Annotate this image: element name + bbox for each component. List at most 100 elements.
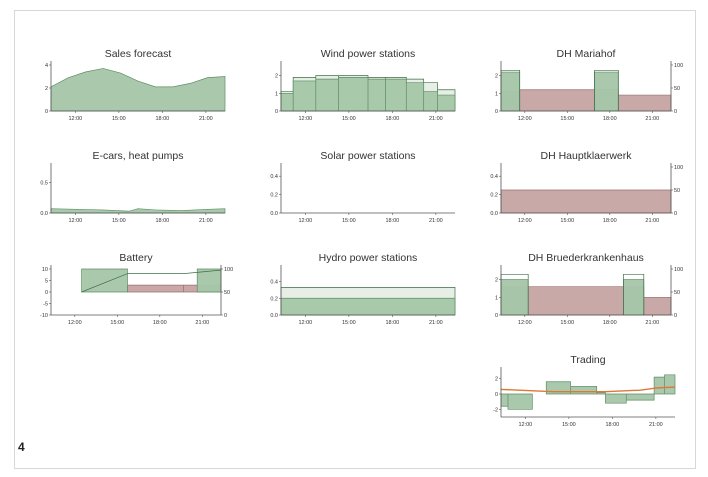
chart-solar-power: Solar power stations 0.0 0.2 0.4 12:00 15:00 1… — [259, 149, 469, 229]
series-1-orange — [500, 386, 676, 393]
x-tick-label: 18:00 — [155, 116, 169, 122]
x-tick-label: 21:00 — [429, 320, 443, 326]
y-tick-label: 0.2 — [270, 296, 278, 302]
chart-title: Wind power stations — [321, 48, 416, 60]
series-0-green — [50, 68, 226, 112]
plot-area — [50, 208, 226, 214]
chart-title: E-cars, heat pumps — [92, 150, 183, 162]
plot-area — [50, 68, 226, 112]
y2-tick-label: 50 — [674, 188, 680, 194]
y-tick-label: 2 — [495, 74, 498, 80]
series-0-red — [500, 189, 672, 214]
x-tick-label: 15:00 — [560, 320, 574, 326]
x-tick-label: 18:00 — [385, 320, 399, 326]
y-tick-label: -2 — [493, 407, 498, 413]
x-tick-label: 15:00 — [342, 320, 356, 326]
plot-area — [280, 287, 456, 316]
y2-tick-label: 100 — [674, 63, 683, 69]
x-tick-label: 15:00 — [110, 320, 124, 326]
y-tick-label: 0.4 — [270, 280, 278, 286]
chart-sales-forecast: Sales forecast 0 2 4 12:00 15:00 18:00 21:00 — [29, 47, 239, 127]
x-tick-label: 18:00 — [153, 320, 167, 326]
y-tick-label: 0.2 — [490, 193, 498, 199]
y2-tick-label: 100 — [674, 267, 683, 273]
plot-area — [500, 273, 672, 316]
x-tick-label: 21:00 — [195, 320, 209, 326]
y-tick-label: 0.0 — [270, 313, 278, 319]
series-1-green — [280, 297, 456, 316]
x-tick-label: 15:00 — [560, 116, 574, 122]
x-tick-label: 12:00 — [68, 116, 82, 122]
chart-title: Sales forecast — [105, 48, 172, 60]
plot-area — [500, 374, 676, 410]
series-1-green — [280, 77, 456, 112]
x-tick-label: 15:00 — [342, 218, 356, 224]
chart-title: Battery — [119, 252, 153, 264]
y-tick-label: 10 — [42, 267, 48, 273]
chart-title: Trading — [570, 354, 605, 366]
x-tick-label: 21:00 — [199, 218, 213, 224]
x-tick-label: 18:00 — [605, 422, 619, 428]
x-tick-label: 21:00 — [645, 116, 659, 122]
y-tick-label: 0.5 — [40, 180, 48, 186]
chart-title: DH Bruederkrankenhaus — [528, 252, 644, 264]
y2-tick-label: 0 — [224, 313, 227, 319]
y2-tick-label: 100 — [674, 165, 683, 171]
y-tick-label: 4 — [45, 63, 48, 69]
x-tick-label: 15:00 — [562, 422, 576, 428]
x-tick-label: 21:00 — [645, 218, 659, 224]
figure-number: 4 — [18, 440, 25, 454]
chart-title: DH Hauptklaerwerk — [540, 150, 632, 162]
y-tick-label: 1 — [275, 91, 278, 97]
y-tick-label: 0.4 — [490, 174, 498, 180]
chart-wind-power: Wind power stations 0 1 2 12:00 15:00 18:00 21:… — [259, 47, 469, 127]
x-tick-label: 12:00 — [518, 116, 532, 122]
x-tick-label: 12:00 — [298, 320, 312, 326]
y-tick-label: 0.4 — [270, 174, 278, 180]
x-tick-label: 18:00 — [385, 116, 399, 122]
x-tick-label: 12:00 — [298, 218, 312, 224]
plot-area — [500, 189, 672, 214]
x-tick-label: 15:00 — [342, 116, 356, 122]
y-tick-label: 0 — [45, 290, 48, 296]
y2-tick-label: 0 — [674, 109, 677, 115]
y-tick-label: -5 — [43, 302, 48, 308]
x-tick-label: 18:00 — [155, 218, 169, 224]
series-0-green — [50, 208, 226, 214]
y-tick-label: 0.2 — [270, 193, 278, 199]
y-tick-label: 0.0 — [270, 211, 278, 217]
y2-tick-label: 100 — [224, 267, 233, 273]
y-tick-label: 0.0 — [490, 211, 498, 217]
x-tick-label: 12:00 — [518, 422, 532, 428]
chart-title: Hydro power stations — [319, 252, 418, 264]
y-tick-label: 2 — [45, 86, 48, 92]
x-tick-label: 21:00 — [645, 320, 659, 326]
y2-tick-label: 50 — [674, 86, 680, 92]
x-tick-label: 15:00 — [112, 116, 126, 122]
y-tick-label: 1 — [495, 295, 498, 301]
chart-ecars-heatpumps: E-cars, heat pumps 0.0 0.5 12:00 15:00 18:00 2… — [29, 149, 239, 229]
x-tick-label: 18:00 — [603, 320, 617, 326]
chart-dh-mariahof: DH Mariahof 0 1 2 0 50 100 12:00 15:00 18:00 21:00 — [479, 47, 689, 127]
y-tick-label: 0 — [45, 109, 48, 115]
x-tick-label: 15:00 — [112, 218, 126, 224]
x-tick-label: 21:00 — [429, 218, 443, 224]
plot-area — [280, 75, 456, 112]
y-tick-label: 0 — [275, 109, 278, 115]
y-tick-label: 0.0 — [40, 211, 48, 217]
x-tick-label: 18:00 — [385, 218, 399, 224]
plot-area — [500, 69, 672, 112]
chart-title: Solar power stations — [320, 150, 415, 162]
y-tick-label: 0 — [495, 109, 498, 115]
x-tick-label: 12:00 — [518, 320, 532, 326]
y-tick-label: 2 — [495, 377, 498, 383]
chart-title: DH Mariahof — [557, 48, 616, 60]
x-tick-label: 18:00 — [603, 116, 617, 122]
x-tick-label: 21:00 — [649, 422, 663, 428]
x-tick-label: 12:00 — [298, 116, 312, 122]
x-tick-label: 12:00 — [68, 320, 82, 326]
x-tick-label: 18:00 — [603, 218, 617, 224]
y-tick-label: -10 — [40, 313, 48, 319]
x-tick-label: 21:00 — [429, 116, 443, 122]
y-tick-label: 2 — [275, 74, 278, 80]
